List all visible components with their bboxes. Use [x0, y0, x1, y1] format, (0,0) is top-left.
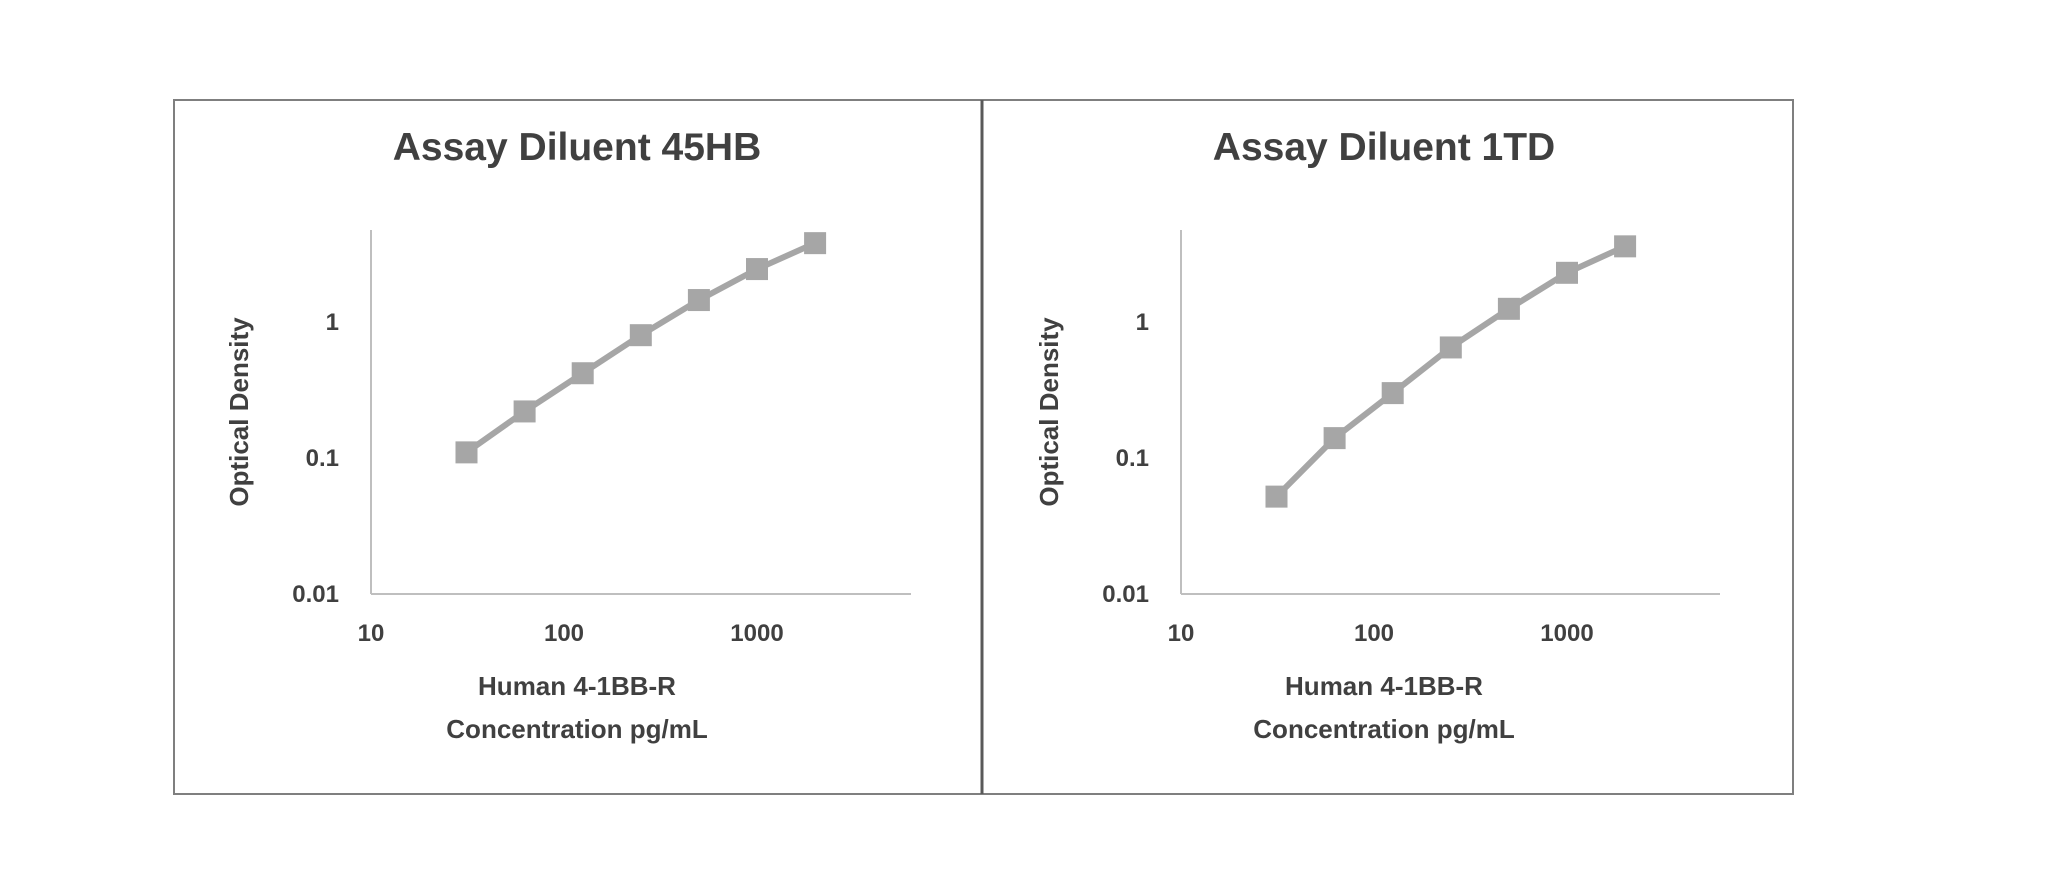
chart-title: Assay Diluent 1TD	[1213, 126, 1555, 169]
y-tick-label: 0.1	[1116, 445, 1149, 472]
data-point-marker	[571, 362, 594, 385]
y-tick-label: 1	[326, 309, 339, 336]
data-point-marker	[455, 441, 478, 464]
chart-panel-1: Assay Diluent 45HB 0.01 0.1 1 10 100 1000 Optic…	[224, 126, 911, 744]
data-point-marker	[1381, 382, 1404, 405]
x-tick-label: 10	[1168, 620, 1195, 647]
x-tick-label: 100	[544, 620, 584, 647]
data-point-marker	[687, 289, 710, 312]
x-axis-title-line-1: Human 4-1BB-R	[478, 671, 676, 701]
data-point-marker	[1497, 297, 1520, 320]
y-tick-label: 1	[1136, 309, 1149, 336]
data-point-marker	[804, 232, 827, 255]
x-tick-label: 10	[358, 620, 385, 647]
y-tick-label: 0.1	[306, 445, 339, 472]
y-tick-label: 0.01	[1102, 581, 1149, 608]
data-point-marker	[1323, 427, 1346, 450]
y-axis-title: Optical Density	[1034, 317, 1064, 507]
data-point-marker	[513, 400, 536, 423]
data-point-marker	[629, 324, 652, 347]
data-point-marker	[1614, 235, 1637, 258]
x-tick-label: 100	[1354, 620, 1394, 647]
x-axis-title-line-2: Concentration pg/mL	[1253, 714, 1515, 744]
x-tick-label: 1000	[1540, 620, 1593, 647]
x-tick-label: 1000	[730, 620, 783, 647]
data-point-marker	[746, 258, 768, 281]
data-point-marker	[1265, 485, 1288, 508]
data-point-marker	[1556, 261, 1578, 284]
x-axis-title-line-2: Concentration pg/mL	[446, 714, 708, 744]
y-axis-title: Optical Density	[224, 317, 254, 507]
x-axis-title-line-1: Human 4-1BB-R	[1285, 671, 1483, 701]
chart-title: Assay Diluent 45HB	[393, 126, 761, 169]
y-tick-label: 0.01	[292, 581, 339, 608]
chart-panel-2: Assay Diluent 1TD 0.01 0.1 1 10 100 1000 Optica…	[1034, 126, 1720, 744]
data-point-marker	[1439, 336, 1462, 359]
